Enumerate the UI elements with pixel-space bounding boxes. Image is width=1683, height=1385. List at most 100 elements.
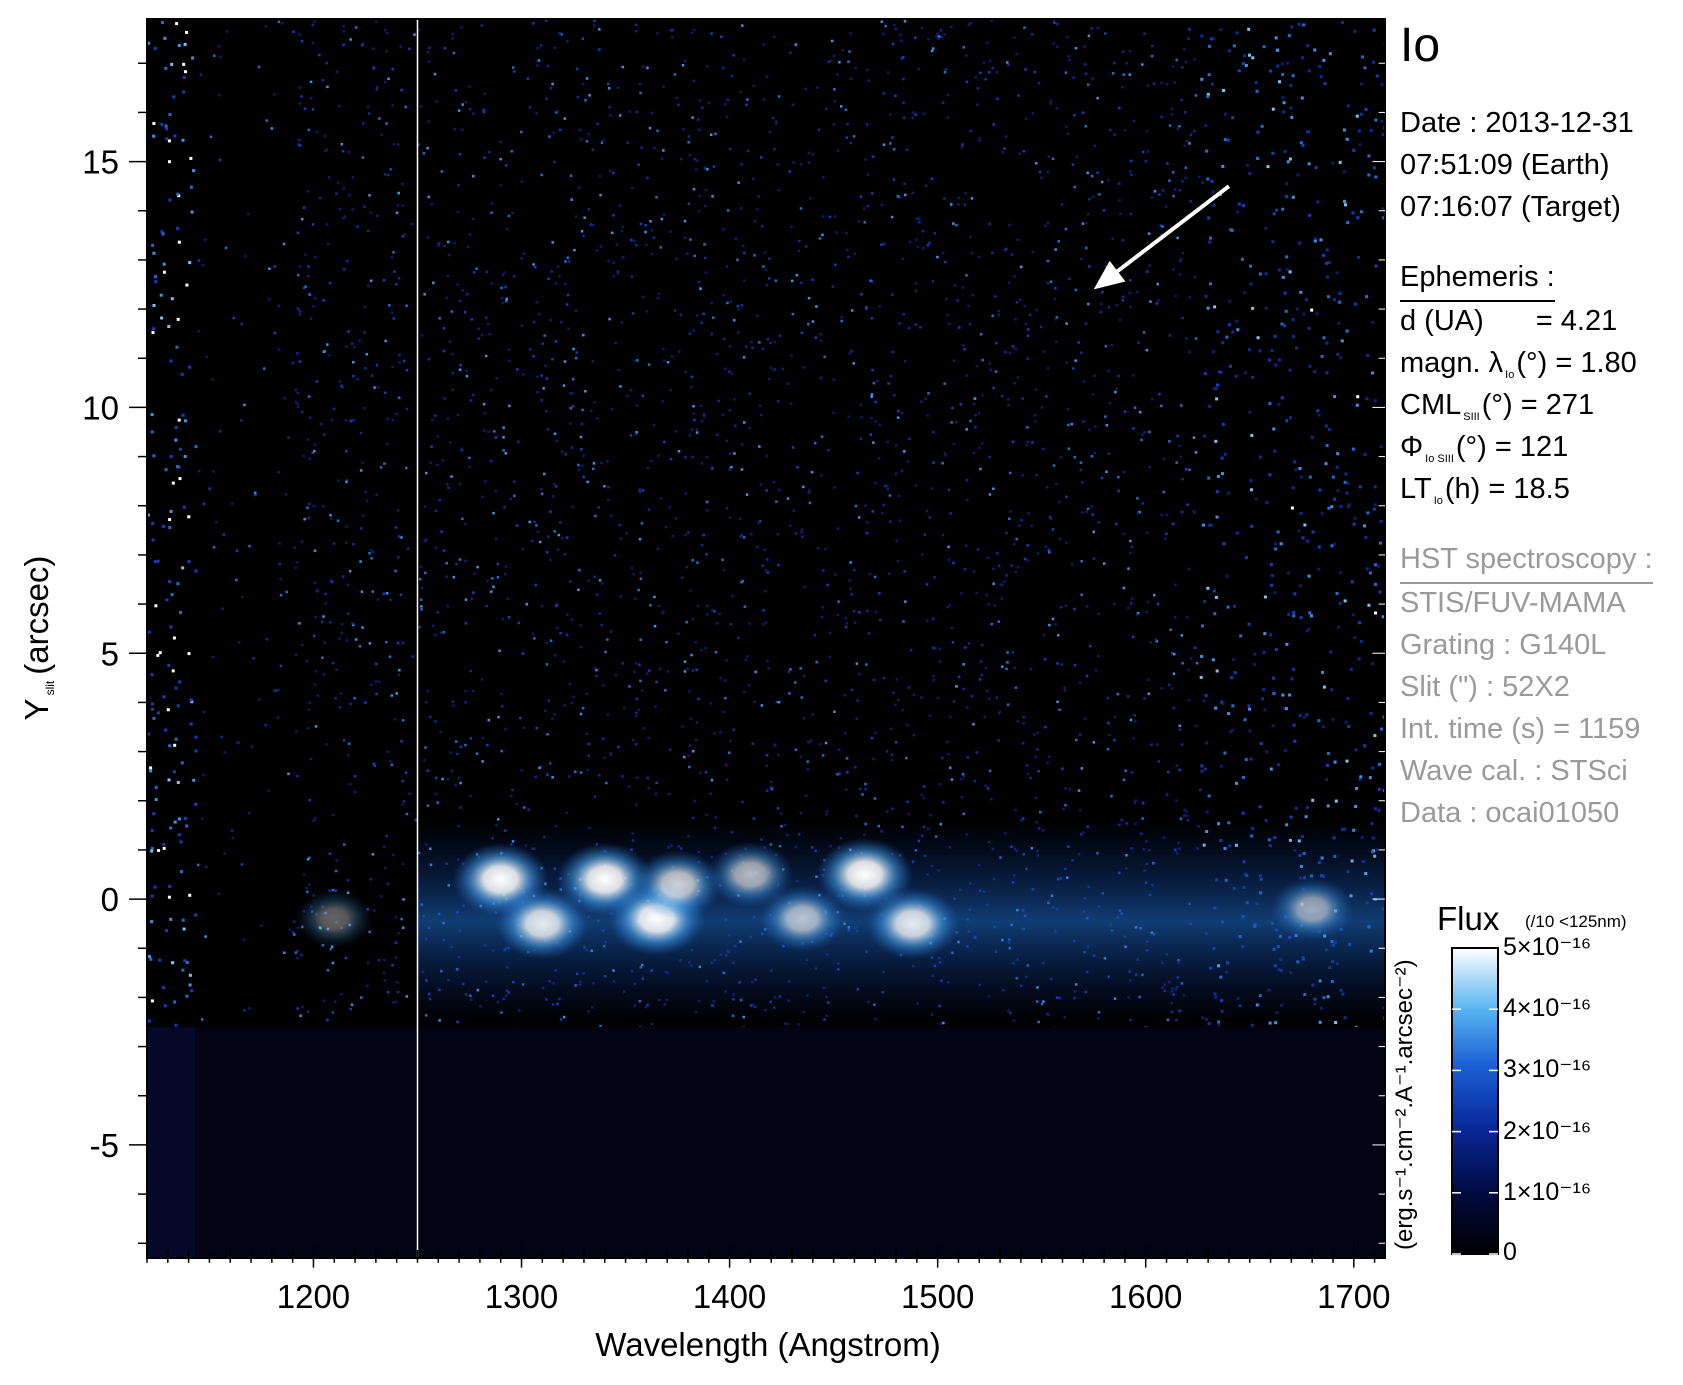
noise-pixel [604,650,607,654]
noise-pixel [539,44,543,47]
noise-pixel [320,620,324,624]
noise-pixel [549,558,552,562]
noise-pixel [874,400,877,404]
noise-pixel [307,128,311,132]
noise-pixel [915,217,919,221]
noise-pixel [254,491,257,495]
noise-pixel [1100,180,1104,184]
emission-blobs [296,837,1354,960]
noise-pixel [167,325,171,328]
noise-pixel [656,32,659,35]
noise-pixel [741,443,744,446]
noise-pixel [503,271,506,274]
noise-pixel [693,418,696,422]
noise-pixel [428,46,431,50]
noise-pixel [1302,312,1306,316]
noise-pixel [332,542,336,545]
noise-pixel [1132,737,1135,740]
noise-pixel [653,595,656,599]
noise-pixel [1166,793,1169,796]
noise-pixel [1231,116,1235,120]
noise-pixel [966,756,970,759]
noise-pixel [1008,281,1011,284]
noise-pixel [1131,597,1134,600]
noise-pixel [878,305,881,308]
noise-pixel [1023,26,1026,29]
noise-pixel [669,388,673,392]
noise-pixel [687,754,690,758]
noise-pixel [296,949,299,952]
noise-pixel [961,772,965,776]
noise-pixel [477,327,480,330]
noise-pixel [1051,617,1055,621]
noise-pixel [386,750,389,754]
noise-pixel [902,620,905,623]
noise-pixel [886,488,889,491]
noise-pixel [1054,248,1057,251]
noise-pixel [1065,322,1068,325]
noise-pixel [313,634,316,638]
noise-pixel [768,377,771,381]
noise-pixel [171,961,175,965]
noise-pixel [1291,195,1295,199]
noise-pixel [352,374,355,378]
noise-pixel [391,311,394,314]
noise-pixel [911,116,914,120]
noise-pixel [961,286,965,289]
noise-pixel [847,60,850,63]
noise-pixel [719,731,722,734]
noise-pixel [583,216,586,219]
noise-pixel [1068,277,1071,281]
noise-pixel [1250,1023,1254,1027]
noise-pixel [1316,409,1320,413]
noise-pixel [700,420,704,423]
noise-pixel [445,483,449,486]
noise-pixel [924,184,928,187]
noise-pixel [607,259,610,263]
noise-pixel [380,895,383,898]
noise-pixel [1027,772,1030,776]
noise-pixel [902,313,906,316]
noise-pixel [1372,507,1376,511]
noise-pixel [335,668,338,671]
noise-pixel [858,611,861,614]
noise-pixel [630,275,634,278]
noise-pixel [787,670,791,673]
noise-pixel [1026,559,1029,562]
noise-pixel [1179,259,1182,263]
x-tick-label: 1600 [1109,1278,1182,1315]
noise-pixel [160,316,164,320]
noise-pixel [1072,76,1075,79]
noise-pixel [587,208,590,211]
noise-pixel [582,475,585,479]
noise-pixel [408,792,411,796]
noise-pixel [1269,563,1273,567]
noise-pixel [438,499,441,502]
noise-pixel [322,673,326,676]
noise-pixel [789,51,792,55]
noise-pixel [350,1003,354,1007]
noise-pixel [962,663,965,666]
noise-pixel [1264,272,1268,276]
noise-pixel [551,495,555,498]
noise-pixel [1324,424,1328,428]
noise-pixel [1052,464,1056,467]
noise-pixel [1160,687,1163,690]
noise-pixel [1289,416,1293,420]
noise-pixel [1203,372,1207,376]
noise-pixel [948,604,952,607]
noise-pixel [1359,639,1363,643]
noise-pixel [1357,129,1361,133]
x-tick-label: 1200 [277,1278,350,1315]
noise-pixel [268,267,271,270]
noise-pixel [692,750,695,753]
noise-pixel [394,1000,398,1004]
noise-pixel [1207,44,1211,48]
noise-pixel [596,122,599,125]
noise-pixel [602,737,605,740]
noise-pixel [1023,557,1027,561]
noise-pixel [154,785,158,789]
noise-pixel [801,535,804,538]
noise-pixel [1000,597,1003,600]
noise-pixel [869,433,872,436]
